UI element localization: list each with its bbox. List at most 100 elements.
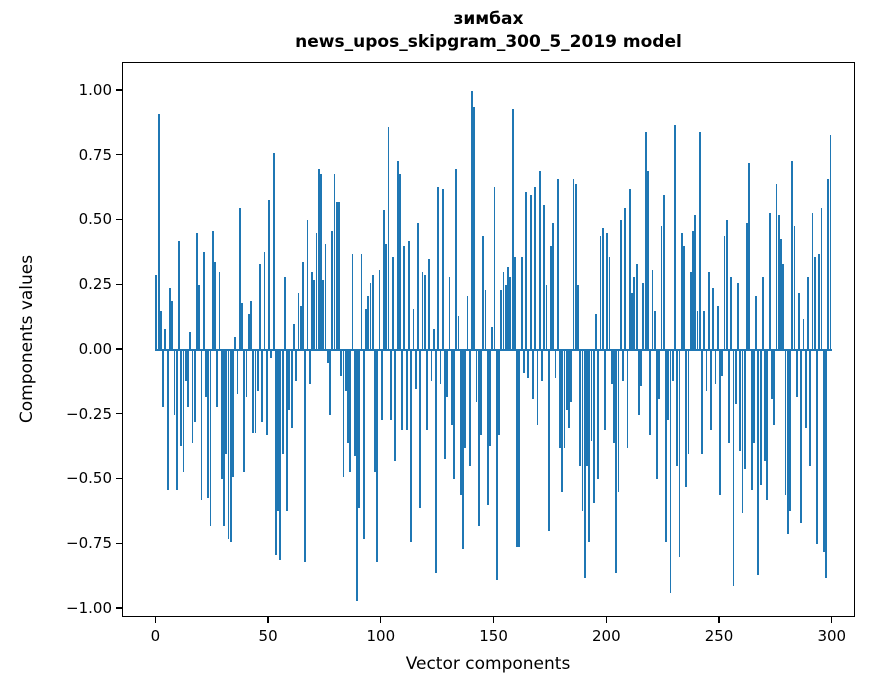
- bar: [689, 272, 692, 350]
- bar: [705, 349, 708, 392]
- bar: [761, 277, 764, 350]
- bar: [502, 272, 505, 350]
- bar: [674, 124, 676, 350]
- bar: [568, 349, 570, 428]
- zero-line: [154, 349, 832, 351]
- bar: [504, 285, 507, 350]
- bar: [281, 349, 284, 454]
- bar: [247, 313, 250, 350]
- bar: [358, 349, 361, 508]
- bar: [162, 349, 165, 407]
- bar: [482, 236, 485, 350]
- bar: [401, 349, 404, 431]
- bar: [297, 292, 300, 350]
- bar: [827, 179, 830, 350]
- bar: [225, 349, 228, 454]
- x-tick-label: 100: [366, 627, 396, 645]
- bar: [378, 269, 381, 350]
- bar: [712, 287, 715, 350]
- x-tick-mark: [380, 617, 382, 623]
- bar: [750, 349, 753, 490]
- bar: [462, 349, 464, 550]
- bar: [437, 186, 440, 350]
- bar: [683, 246, 685, 350]
- bar: [466, 295, 469, 350]
- bar: [435, 349, 437, 573]
- bar: [480, 349, 482, 436]
- bar: [200, 349, 203, 501]
- bar: [353, 349, 356, 457]
- bar: [268, 199, 270, 350]
- bar: [489, 349, 491, 446]
- bar: [768, 212, 771, 350]
- bar: [335, 202, 338, 350]
- bar: [820, 207, 823, 350]
- bar: [493, 186, 496, 350]
- bar: [725, 220, 728, 350]
- bar: [360, 254, 363, 350]
- bar: [687, 349, 690, 454]
- bar: [261, 349, 264, 423]
- bar: [232, 349, 234, 477]
- bar: [804, 349, 807, 428]
- y-tick-label: 0.75: [78, 145, 112, 164]
- bar: [250, 300, 252, 350]
- bar: [536, 349, 539, 426]
- bar: [825, 349, 827, 578]
- bar: [299, 305, 302, 350]
- bar: [498, 349, 500, 436]
- bar: [306, 220, 309, 350]
- bar: [421, 272, 424, 350]
- bar: [665, 349, 667, 542]
- bar: [633, 277, 636, 350]
- bar: [595, 313, 597, 350]
- bar: [317, 168, 320, 350]
- x-tick-mark: [267, 617, 269, 623]
- bar: [187, 349, 189, 407]
- bar: [340, 349, 343, 376]
- bar: [342, 349, 345, 477]
- bar: [453, 349, 455, 480]
- bar: [432, 329, 435, 350]
- bar: [608, 256, 611, 350]
- bar: [484, 290, 487, 350]
- y-tick-mark: [116, 89, 122, 91]
- x-tick-mark: [831, 617, 833, 623]
- bar: [159, 311, 162, 350]
- bar: [380, 349, 383, 420]
- bar: [189, 331, 192, 350]
- bar: [771, 349, 773, 400]
- bar: [344, 349, 347, 392]
- bar: [455, 168, 458, 350]
- bar: [714, 349, 717, 384]
- bar: [459, 349, 462, 495]
- bar: [304, 349, 307, 563]
- bar: [410, 349, 413, 542]
- bar: [552, 223, 555, 350]
- bar: [550, 246, 552, 350]
- bar: [759, 349, 762, 485]
- bar: [211, 230, 214, 350]
- bar: [680, 233, 683, 350]
- bar: [448, 277, 451, 350]
- bar: [628, 189, 631, 350]
- bar: [583, 349, 586, 578]
- bar: [703, 311, 706, 350]
- y-tick-mark: [116, 283, 122, 285]
- bar: [707, 272, 710, 350]
- bar: [500, 290, 503, 350]
- bar: [441, 189, 444, 350]
- bar: [486, 349, 489, 506]
- bar: [362, 349, 365, 539]
- bar: [389, 349, 392, 420]
- x-tick-label: 250: [704, 627, 734, 645]
- bar: [649, 349, 652, 436]
- bar: [520, 256, 523, 350]
- bar: [800, 349, 803, 524]
- bar: [209, 349, 212, 527]
- bar: [349, 349, 352, 472]
- bar: [586, 349, 588, 467]
- bar: [347, 349, 349, 444]
- bar: [604, 349, 606, 431]
